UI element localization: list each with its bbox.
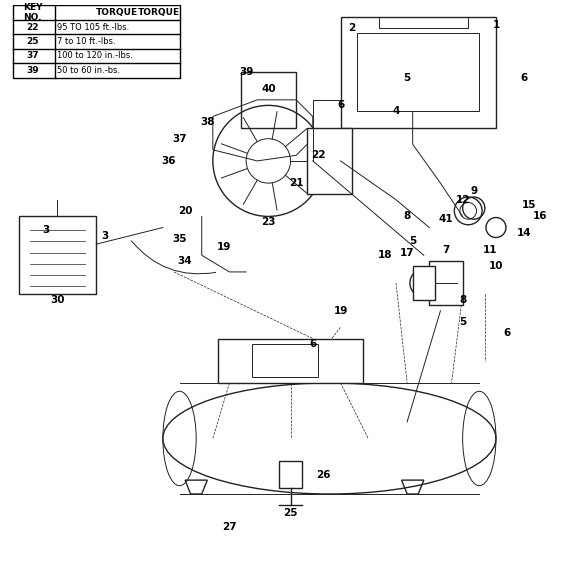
Text: 20: 20	[178, 206, 192, 216]
Text: 12: 12	[455, 195, 470, 205]
Text: TORQUE: TORQUE	[137, 8, 180, 17]
Text: 17: 17	[400, 247, 414, 257]
Text: 14: 14	[516, 228, 531, 238]
Text: 3: 3	[101, 231, 108, 241]
Text: 100 to 120 in.-lbs.: 100 to 120 in.-lbs.	[58, 52, 133, 61]
Text: 25: 25	[283, 509, 298, 518]
Text: 26: 26	[316, 470, 331, 479]
Text: 3: 3	[43, 225, 50, 235]
Text: 95 TO 105 ft.-lbs.: 95 TO 105 ft.-lbs.	[58, 22, 129, 31]
Text: TORQUE: TORQUE	[96, 8, 138, 17]
FancyBboxPatch shape	[252, 344, 318, 378]
Text: 5: 5	[459, 317, 466, 327]
Text: 37: 37	[26, 52, 39, 61]
Text: 1: 1	[492, 20, 499, 30]
Text: 10: 10	[488, 261, 503, 271]
Text: 7: 7	[442, 244, 450, 255]
Text: 30: 30	[50, 294, 64, 305]
FancyBboxPatch shape	[307, 128, 352, 194]
Text: 5: 5	[409, 237, 416, 246]
FancyBboxPatch shape	[13, 6, 180, 78]
Text: 9: 9	[470, 187, 477, 197]
Text: 27: 27	[222, 522, 237, 532]
FancyBboxPatch shape	[241, 72, 296, 128]
Text: 2: 2	[348, 22, 355, 33]
Text: 23: 23	[261, 217, 276, 227]
Text: 7 to 10 ft.-lbs.: 7 to 10 ft.-lbs.	[58, 37, 116, 46]
FancyBboxPatch shape	[413, 266, 435, 300]
FancyBboxPatch shape	[218, 338, 363, 383]
Text: 22: 22	[26, 22, 39, 31]
Text: 39: 39	[26, 66, 39, 75]
Text: 6: 6	[337, 101, 344, 110]
Text: 8: 8	[404, 211, 411, 221]
Text: 19: 19	[217, 242, 231, 252]
Text: KEY
NO.: KEY NO.	[23, 3, 42, 22]
Text: 36: 36	[161, 156, 176, 166]
Text: 19: 19	[333, 306, 348, 316]
Text: 37: 37	[172, 134, 187, 144]
Text: 50 to 60 in.-bs.: 50 to 60 in.-bs.	[58, 66, 120, 75]
FancyBboxPatch shape	[19, 216, 96, 294]
Text: 5: 5	[404, 72, 411, 83]
Text: 18: 18	[378, 250, 392, 260]
Text: 6: 6	[520, 72, 527, 83]
Text: 35: 35	[172, 234, 187, 243]
Text: 41: 41	[439, 214, 453, 224]
Text: 8: 8	[459, 294, 466, 305]
Text: 11: 11	[483, 244, 498, 255]
FancyBboxPatch shape	[340, 16, 496, 128]
Text: 6: 6	[503, 328, 511, 338]
FancyBboxPatch shape	[279, 461, 302, 488]
Text: 21: 21	[289, 178, 303, 188]
Text: 15: 15	[522, 200, 536, 210]
FancyBboxPatch shape	[357, 33, 479, 111]
Text: 4: 4	[392, 106, 400, 116]
Text: 40: 40	[261, 84, 276, 94]
Text: 22: 22	[311, 151, 325, 160]
Text: 39: 39	[239, 67, 253, 77]
Text: 38: 38	[200, 117, 214, 127]
Text: 6: 6	[309, 339, 316, 349]
Text: 34: 34	[178, 256, 193, 266]
Text: 25: 25	[26, 37, 39, 46]
FancyBboxPatch shape	[429, 261, 463, 305]
Text: 16: 16	[533, 211, 548, 221]
